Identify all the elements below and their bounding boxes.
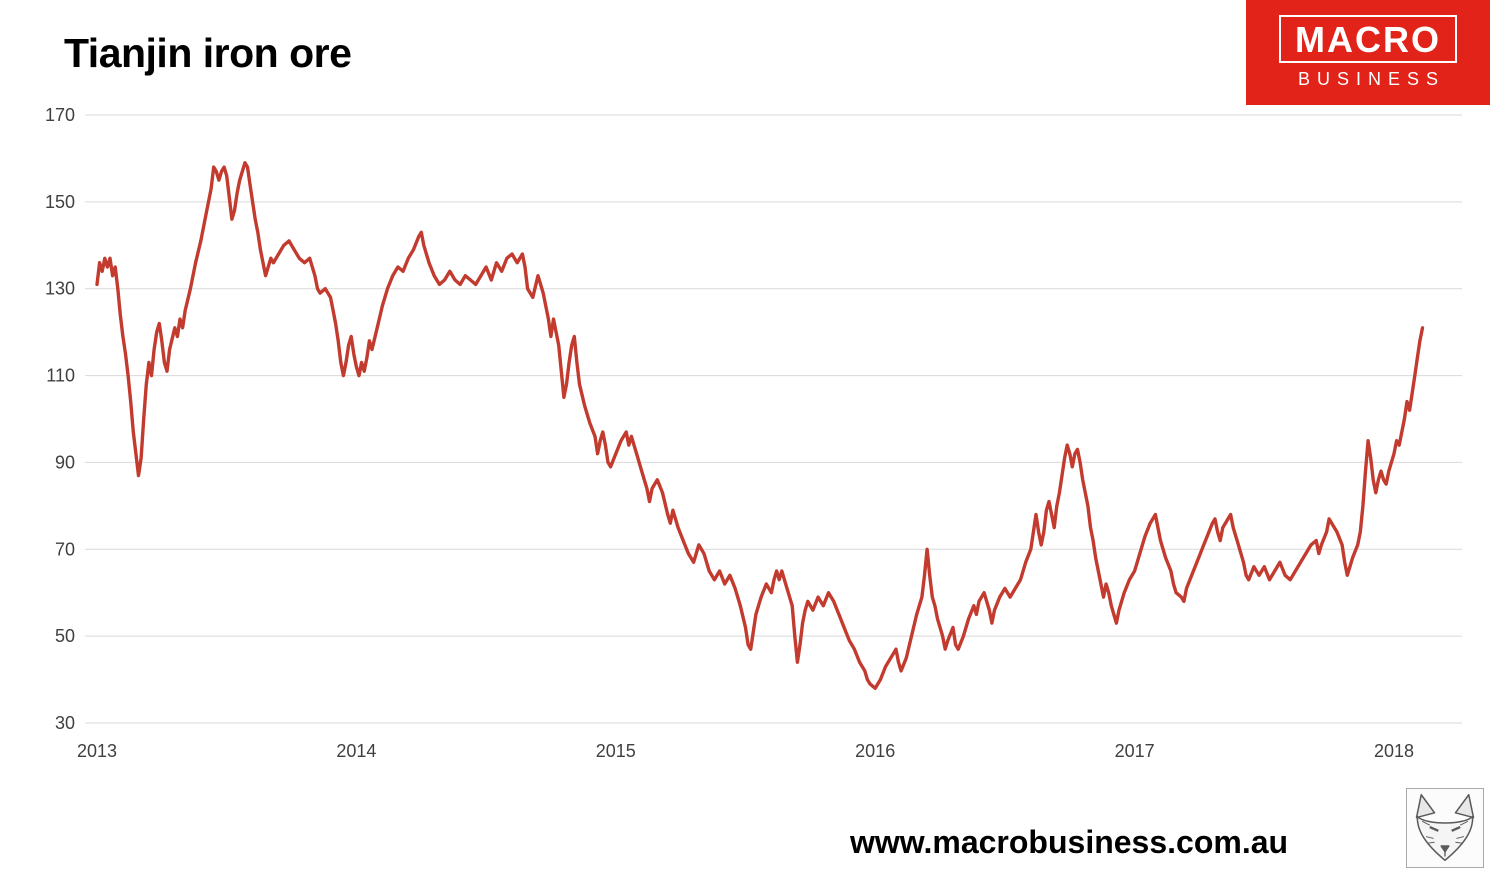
svg-text:90: 90: [55, 452, 75, 472]
fox-logo: [1406, 788, 1484, 868]
macrobusiness-logo: MACRO BUSINESS: [1246, 0, 1490, 105]
svg-text:170: 170: [45, 105, 75, 125]
svg-text:130: 130: [45, 279, 75, 299]
svg-text:2014: 2014: [336, 741, 376, 761]
svg-text:110: 110: [46, 366, 75, 386]
svg-text:2017: 2017: [1115, 741, 1155, 761]
svg-text:2016: 2016: [855, 741, 895, 761]
svg-text:2013: 2013: [77, 741, 117, 761]
macrobusiness-logo-text: MACRO BUSINESS: [1279, 15, 1457, 89]
svg-text:2015: 2015: [596, 741, 636, 761]
chart-title: Tianjin iron ore: [64, 30, 352, 76]
site-url: www.macrobusiness.com.au: [850, 824, 1289, 860]
logo-macro-text: MACRO: [1279, 15, 1457, 63]
svg-text:150: 150: [45, 192, 75, 212]
fox-icon: [1415, 793, 1475, 862]
iron-ore-line-chart: 30 50 70 90 110 130 150 170 2013 2014 2015 2016 2017…: [45, 105, 1462, 761]
logo-business-text: BUSINESS: [1297, 68, 1445, 89]
svg-text:70: 70: [55, 539, 75, 559]
svg-text:30: 30: [55, 713, 75, 733]
svg-text:2018: 2018: [1374, 741, 1414, 761]
svg-text:50: 50: [55, 626, 75, 646]
